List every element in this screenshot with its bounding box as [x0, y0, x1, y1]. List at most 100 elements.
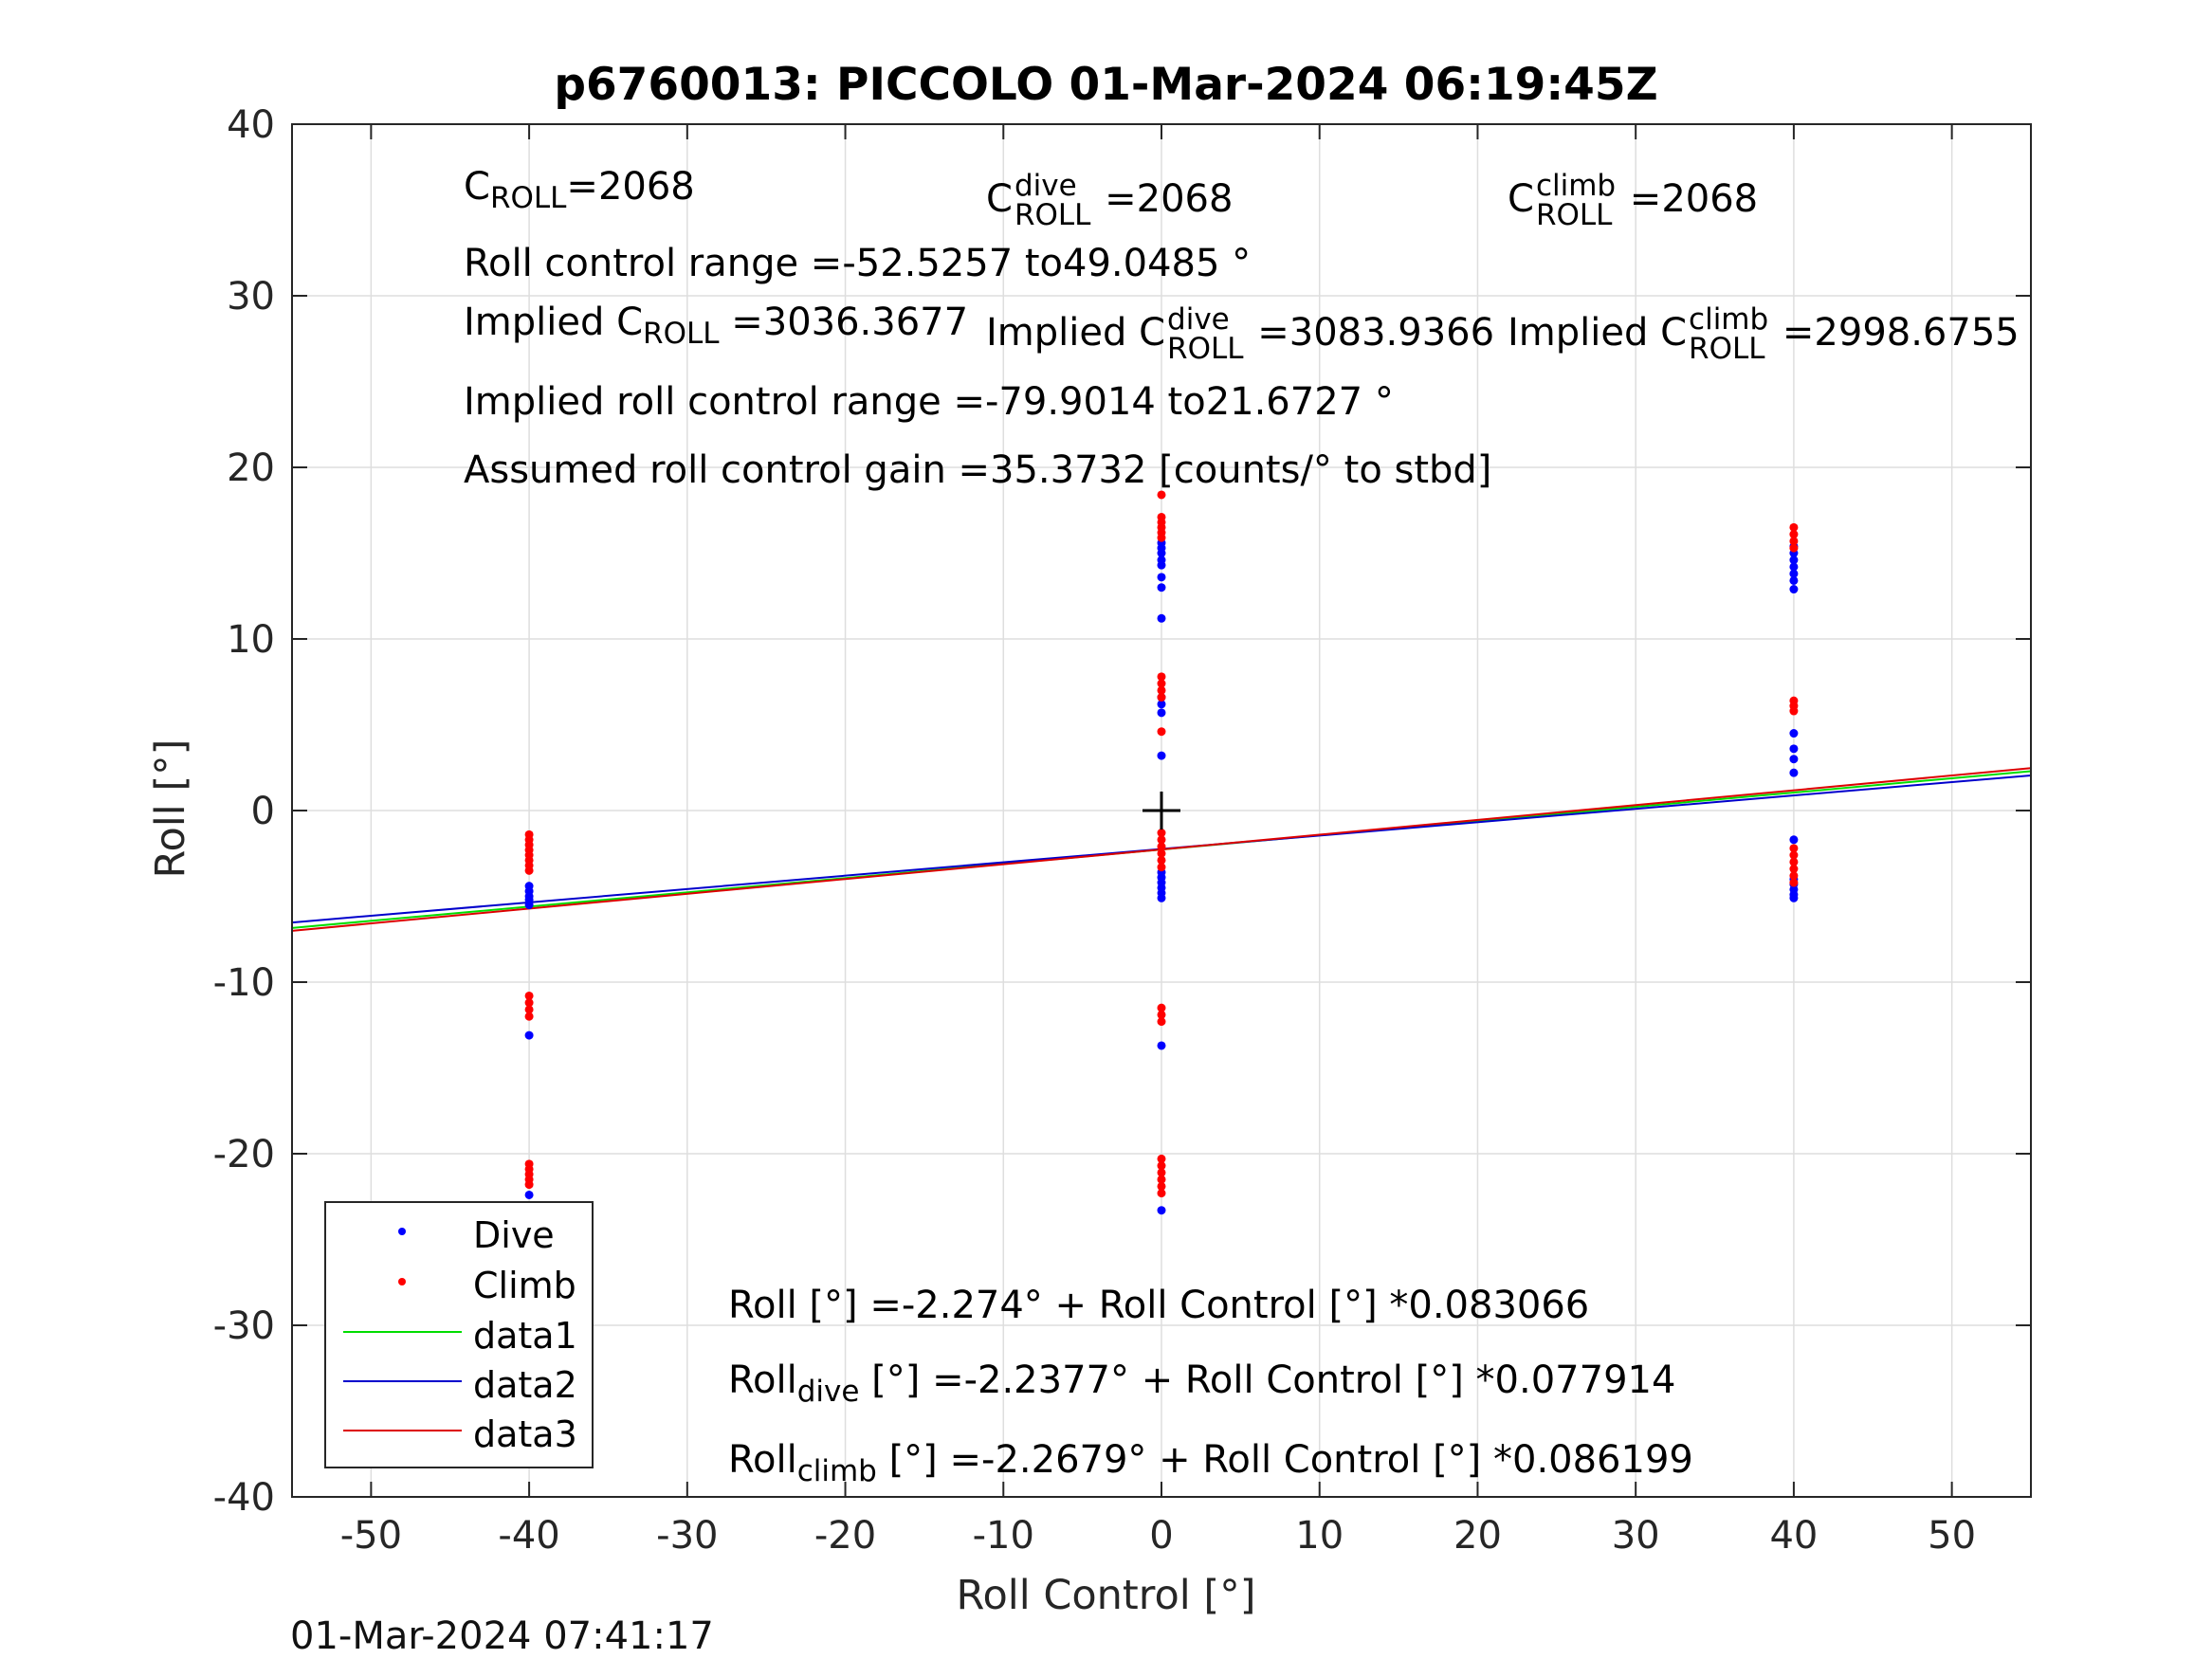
point-dive	[1789, 755, 1799, 764]
point-climb	[1157, 672, 1166, 682]
point-dive	[1157, 1041, 1166, 1050]
x-tick-label: 50	[1928, 1514, 1976, 1558]
x-tick-label: 30	[1612, 1514, 1660, 1558]
point-climb	[1157, 1010, 1166, 1019]
x-tick-label: -50	[340, 1514, 402, 1558]
point-climb	[1157, 685, 1166, 695]
point-dive	[1789, 575, 1799, 585]
point-climb	[1789, 530, 1799, 539]
point-dive	[524, 901, 534, 910]
legend-data3-line	[343, 1430, 462, 1431]
point-dive	[1789, 768, 1799, 777]
point-dive	[1157, 700, 1166, 709]
legend-data1-label: data1	[473, 1315, 577, 1357]
legend-data2-line	[343, 1380, 462, 1382]
y-tick-label: 20	[227, 447, 275, 490]
point-climb	[1789, 871, 1799, 881]
point-dive	[1789, 893, 1799, 902]
legend-item-dive: Dive	[326, 1207, 592, 1256]
y-tick-label: 10	[227, 618, 275, 662]
x-axis-label: Roll Control [°]	[956, 1572, 1256, 1619]
y-axis-label: Roll [°]	[147, 738, 194, 879]
implied-c-roll-annotation: Implied CROLL =3036.3677	[464, 301, 969, 351]
point-climb	[524, 991, 534, 1000]
point-climb	[1789, 878, 1799, 887]
point-climb	[524, 866, 534, 875]
point-climb	[1157, 855, 1166, 865]
axis-ticks: -50 -40 -30 -20 -10 0 10 20 30 40 50 -40 -30 -20 -10 0 1…	[213, 103, 2031, 1558]
point-dive	[1157, 560, 1166, 570]
gain-annotation: Assumed roll control gain =35.3732 [coun…	[464, 448, 1492, 492]
footer-timestamp: 01-Mar-2024 07:41:17	[290, 1614, 714, 1658]
point-dive	[1157, 549, 1166, 557]
point-climb	[1157, 1003, 1166, 1012]
point-climb	[1157, 848, 1166, 858]
point-climb	[1157, 490, 1166, 500]
x-tick-label: 0	[1149, 1514, 1173, 1558]
point-climb	[1157, 1189, 1166, 1198]
point-climb	[1157, 863, 1166, 872]
fit-dive-annotation: Rolldive [°] =-2.2377° + Roll Control [°…	[728, 1358, 1676, 1409]
point-dive	[524, 1190, 534, 1199]
point-climb	[1157, 842, 1166, 851]
data-points	[524, 490, 1799, 1226]
point-climb	[524, 1180, 534, 1190]
chart-title: p6760013: PICCOLO 01-Mar-2024 06:19:45Z	[554, 59, 1658, 111]
implied-range-annotation: Implied roll control range =-79.9014 to2…	[464, 380, 1394, 424]
point-dive	[1789, 744, 1799, 754]
x-tick-label: -30	[656, 1514, 718, 1558]
legend-item-data1: data1	[326, 1307, 592, 1357]
legend-item-climb: Climb	[326, 1257, 592, 1306]
point-dive	[1789, 556, 1799, 565]
point-climb	[524, 1012, 534, 1021]
legend-dive-label: Dive	[473, 1214, 555, 1256]
y-tick-label: -10	[213, 961, 275, 1005]
point-dive	[1157, 573, 1166, 582]
point-climb	[1157, 679, 1166, 688]
point-dive	[1789, 835, 1799, 845]
legend-dive-marker	[398, 1228, 406, 1235]
point-dive	[1157, 893, 1166, 902]
x-tick-label: -40	[498, 1514, 559, 1558]
legend-item-data3: data3	[326, 1406, 592, 1455]
x-tick-label: 20	[1453, 1514, 1502, 1558]
point-dive	[1157, 583, 1166, 592]
point-climb	[524, 1005, 534, 1014]
y-tick-label: 0	[251, 790, 275, 833]
x-tick-label: 10	[1295, 1514, 1344, 1558]
legend-climb-marker	[398, 1278, 406, 1285]
point-climb	[1789, 857, 1799, 866]
legend-data2-label: data2	[473, 1364, 577, 1406]
point-climb	[1789, 844, 1799, 853]
legend-data1-line	[343, 1331, 462, 1333]
point-dive	[1157, 751, 1166, 760]
point-climb	[1157, 1175, 1166, 1184]
point-climb	[1789, 865, 1799, 874]
y-tick-label: -30	[213, 1304, 275, 1348]
point-climb	[524, 998, 534, 1008]
point-climb	[1789, 543, 1799, 553]
point-climb	[1157, 1161, 1166, 1171]
point-dive	[1789, 729, 1799, 738]
point-dive	[1789, 585, 1799, 594]
point-climb	[1157, 727, 1166, 737]
point-climb	[1157, 533, 1166, 542]
y-tick-label: -40	[213, 1476, 275, 1520]
point-climb	[1157, 1154, 1166, 1163]
fit-climb-annotation: Rollclimb [°] =-2.2679° + Roll Control […	[728, 1438, 1693, 1488]
point-dive	[1789, 569, 1799, 578]
point-climb	[1789, 706, 1799, 716]
point-dive	[524, 1030, 534, 1040]
point-climb	[1789, 850, 1799, 860]
y-tick-label: 40	[227, 103, 275, 147]
point-climb	[1157, 693, 1166, 702]
c-roll-annotation: CROLL=2068	[464, 165, 695, 215]
point-dive	[1789, 562, 1799, 572]
x-tick-label: -10	[973, 1514, 1034, 1558]
y-tick-label: 30	[227, 275, 275, 319]
